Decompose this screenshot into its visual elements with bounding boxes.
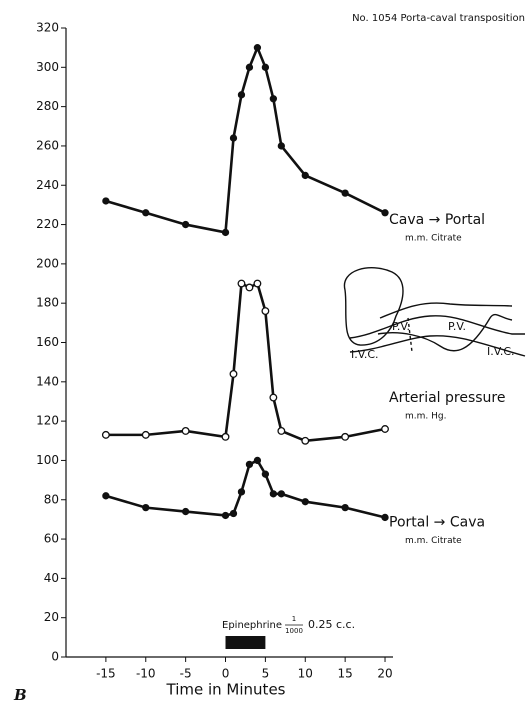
data-point [261,307,270,315]
data-point [237,488,246,496]
x-tick-label: 10 [298,667,313,681]
data-point [277,142,285,150]
x-tick-label: -15 [96,667,116,681]
y-tick-label: 160 [36,335,59,349]
injection-bar [225,636,266,649]
y-tick-label: 140 [36,374,59,388]
data-point [301,498,309,506]
diagram-label: I.V.C. [487,345,515,358]
data-point [277,490,285,498]
data-point [253,44,262,52]
series-label: Portal → Cava [389,514,485,530]
y-tick-label: 100 [36,453,59,467]
y-tick-label: 40 [44,571,59,585]
data-point [245,63,254,71]
data-point [142,503,150,512]
y-tick-label: 320 [36,21,59,35]
data-point [269,490,278,498]
series-line [105,458,386,519]
y-tick-label: 20 [44,610,59,624]
data-point [229,509,238,518]
anatomy-diagram [343,267,526,357]
x-tick-label: -5 [180,667,192,681]
y-tick-label: 80 [44,492,59,506]
data-point [253,456,262,465]
chart-title: No. 1054 Porta-caval transposition [352,13,525,24]
data-point [261,63,270,71]
data-point [237,91,246,99]
data-point [229,134,238,142]
data-point [301,171,309,180]
data-point [277,427,286,435]
y-tick-label: 200 [36,256,59,270]
y-tick-label: 0 [51,650,59,664]
x-tick-label: -10 [136,667,156,681]
x-tick-label: 20 [377,667,392,681]
series-label: Arterial pressure [389,390,505,406]
x-tick-label: 15 [338,667,353,681]
y-tick-label: 60 [44,532,59,546]
data-point [229,370,238,378]
data-point [102,492,110,500]
data-point [221,432,230,441]
data-point [102,197,110,205]
x-tick-label: 5 [262,667,270,681]
y-tick-label: 220 [36,217,59,231]
data-point [269,393,278,402]
data-point [341,503,349,512]
data-point [245,283,254,292]
injection-label: Epinephrine [222,620,282,631]
y-tick-label: 300 [36,60,59,74]
data-point [269,95,278,103]
data-point [381,425,389,433]
data-point [221,511,230,520]
data-point [253,279,262,288]
x-tick-label: 0 [222,667,230,681]
y-tick-label: 180 [36,296,59,310]
data-point [101,430,110,439]
data-point [245,460,254,469]
injection-numerator: 1 [292,615,296,623]
x-axis-label: Time in Minutes [166,681,286,699]
injection-denominator: 1000 [285,627,303,635]
data-point [141,430,150,439]
data-point [181,427,190,435]
series-unit: m.m. Hg. [405,411,446,421]
data-point [381,513,389,522]
series-unit: m.m. Citrate [405,536,462,546]
data-point [341,432,350,441]
data-point [261,470,270,478]
y-tick-label: 120 [36,414,59,428]
data-point [221,228,230,237]
series-label: Cava → Portal [389,212,485,228]
data-point [381,209,389,217]
diagram-label: P.V. [448,320,466,333]
diagram-label: I.V.C. [351,348,379,361]
y-tick-label: 280 [36,99,59,113]
figure-letter: B [13,686,27,704]
data-point [301,436,310,445]
series-line [105,281,386,443]
data-point [181,507,190,516]
data-point [142,209,150,217]
data-point [237,279,246,288]
data-point [181,220,190,229]
y-tick-label: 260 [36,138,59,152]
series-unit: m.m. Citrate [405,233,462,243]
series-line [105,44,386,234]
data-point [341,189,349,197]
y-tick-label: 240 [36,178,59,192]
diagram-label: P.V. [392,320,410,333]
injection-dose: 0.25 c.c. [308,618,355,631]
